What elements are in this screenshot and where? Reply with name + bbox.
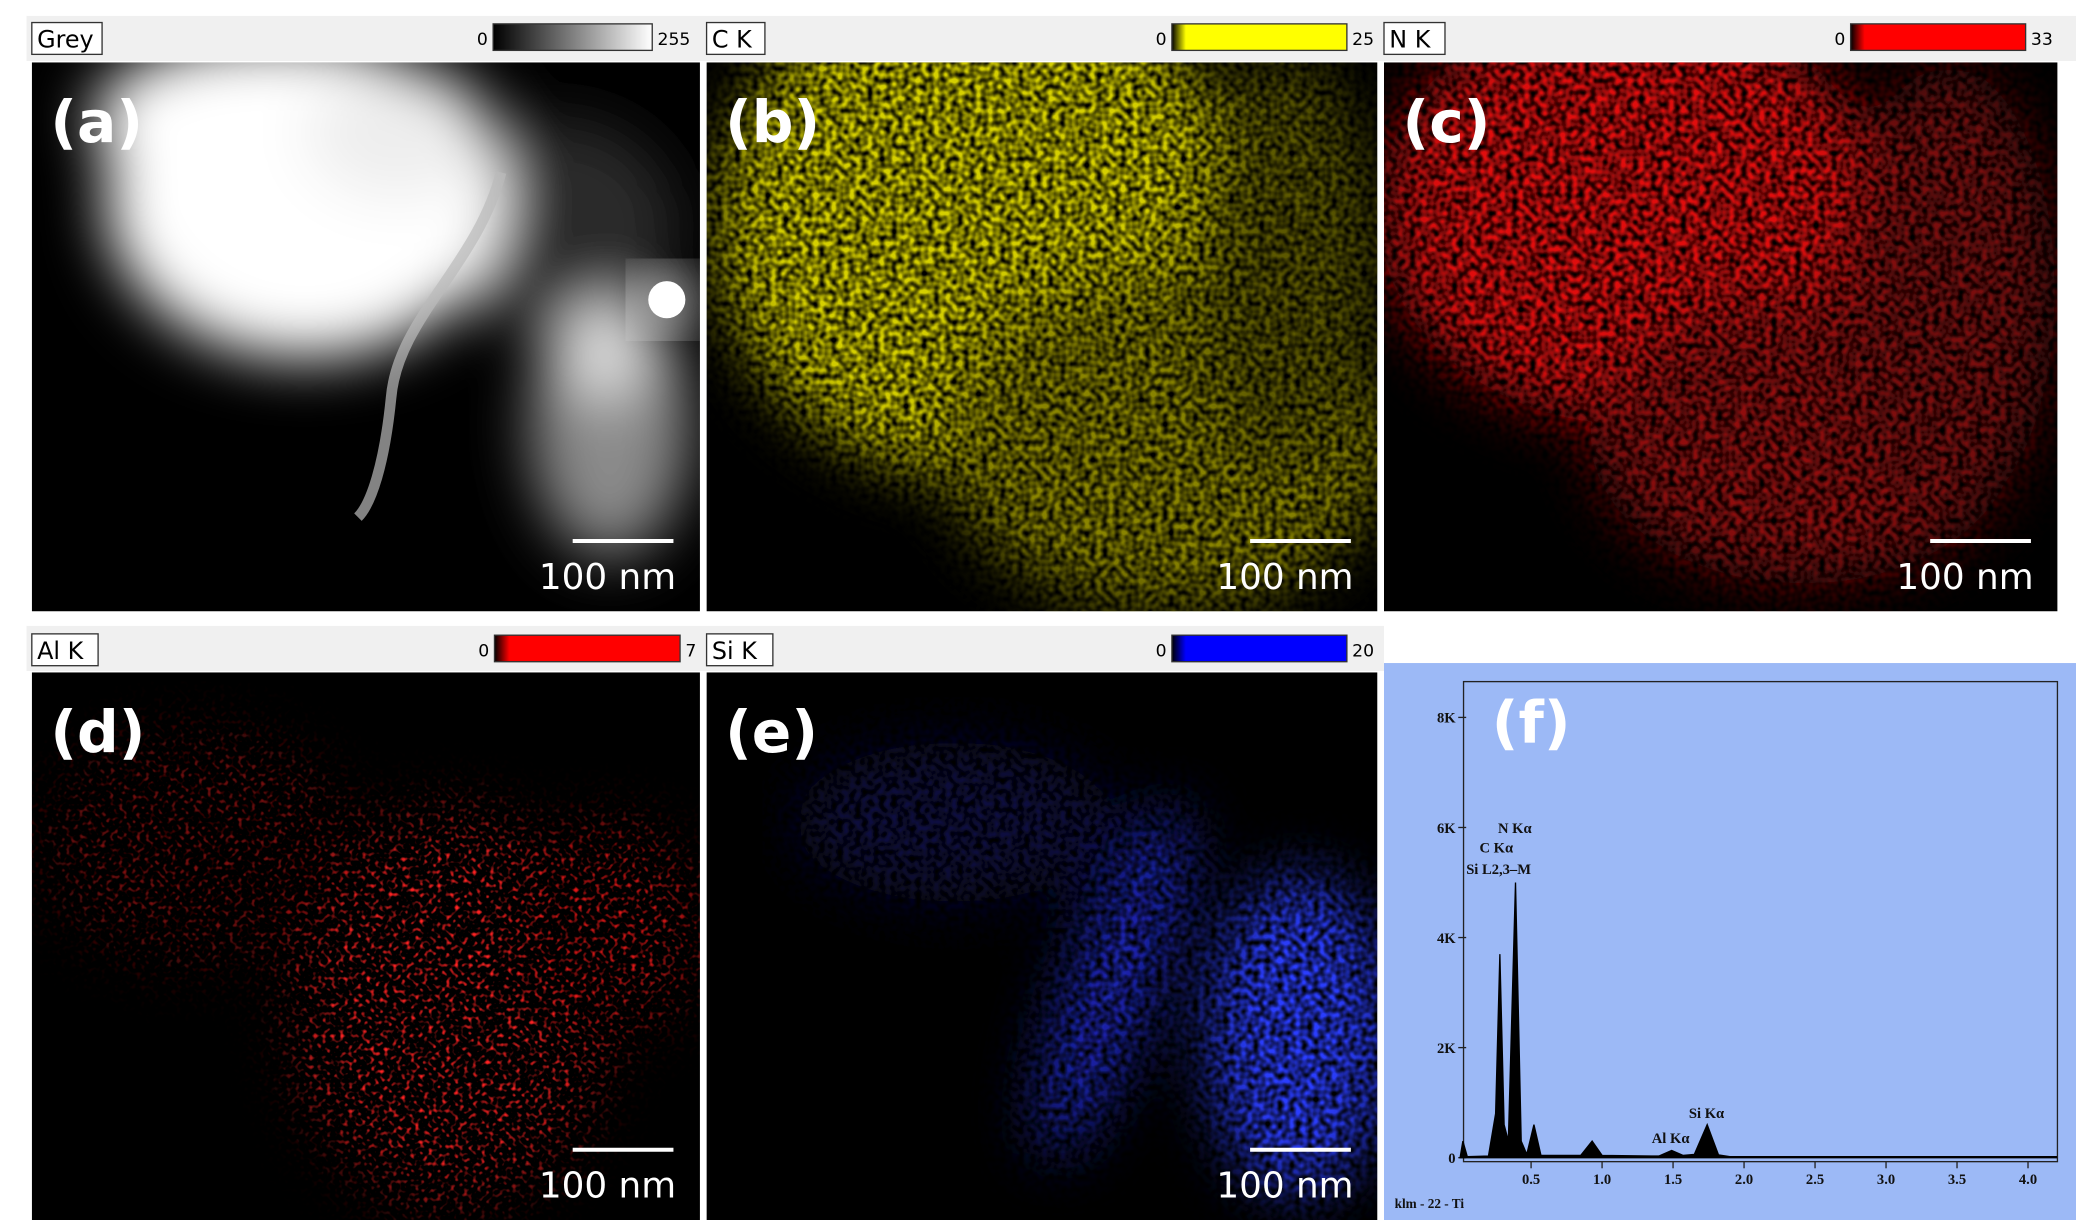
image-nitrogen bbox=[1384, 62, 2058, 612]
spectrum-footer: klm - 22 - Ti bbox=[1395, 1196, 1465, 1211]
colorbar bbox=[492, 23, 653, 52]
channel-name: N K bbox=[1389, 26, 1431, 54]
spectrum-panel bbox=[1384, 663, 2076, 1220]
colorbar-min: 0 bbox=[477, 30, 488, 50]
y-tick-label: 6K bbox=[1437, 821, 1456, 837]
peak-label: Si Kα bbox=[1689, 1106, 1724, 1122]
x-tick-label: 4.0 bbox=[2019, 1172, 2037, 1188]
colorbar-max: 25 bbox=[1352, 30, 1374, 50]
peak-label: Si L2,3–M bbox=[1466, 862, 1531, 878]
colorbar bbox=[1849, 23, 2027, 52]
x-tick-label: 2.5 bbox=[1806, 1172, 1824, 1188]
colorbar-min: 0 bbox=[1834, 30, 1845, 50]
plot-frame bbox=[1462, 680, 2059, 1163]
y-tick-label: 2K bbox=[1437, 1041, 1456, 1057]
x-tick-label: 1.0 bbox=[1593, 1172, 1611, 1188]
x-tick-label: 2.0 bbox=[1735, 1172, 1753, 1188]
peak-label: C Kα bbox=[1479, 841, 1513, 857]
header-tag bbox=[705, 633, 774, 667]
x-tick-label: 3.5 bbox=[1948, 1172, 1966, 1188]
image-silicon bbox=[706, 672, 1378, 1220]
colorbar bbox=[1171, 634, 1348, 663]
header-tag bbox=[1383, 21, 1446, 56]
x-tick-label: 1.5 bbox=[1664, 1172, 1682, 1188]
colorbar-min: 0 bbox=[1156, 30, 1167, 50]
colorbar-min: 0 bbox=[1156, 641, 1167, 661]
peak-label: Al Kα bbox=[1652, 1131, 1690, 1147]
header-tag bbox=[705, 21, 766, 56]
image-grey bbox=[31, 62, 700, 612]
panel-label: (c) bbox=[1403, 88, 1491, 156]
x-tick-label: 3.0 bbox=[1877, 1172, 1895, 1188]
header-strip bbox=[26, 625, 1384, 671]
scale-bar-label: 100 nm bbox=[1216, 1165, 1353, 1206]
colorbar bbox=[493, 634, 681, 663]
x-tick-label: 0.5 bbox=[1522, 1172, 1540, 1188]
colorbar-max: 33 bbox=[2031, 30, 2053, 50]
colorbar-max: 7 bbox=[685, 641, 696, 661]
peak-label: N Kα bbox=[1498, 821, 1532, 837]
header-strip bbox=[26, 15, 2076, 61]
spectrum-area bbox=[1459, 882, 2058, 1159]
channel-name: Al K bbox=[37, 637, 85, 665]
colorbar-max: 20 bbox=[1352, 641, 1374, 661]
panel-label: (f) bbox=[1492, 689, 1571, 757]
scale-bar-label: 100 nm bbox=[1896, 557, 2033, 598]
channel-name: Si K bbox=[712, 637, 758, 665]
panel-label: (b) bbox=[725, 88, 820, 156]
scale-bar-label: 100 nm bbox=[539, 557, 676, 598]
colorbar-min: 0 bbox=[478, 641, 489, 661]
panel-label: (a) bbox=[50, 88, 143, 156]
y-tick-label: 4K bbox=[1437, 931, 1456, 947]
scale-bar-label: 100 nm bbox=[1216, 557, 1353, 598]
colorbar-max: 255 bbox=[658, 30, 691, 50]
scale-bar-label: 100 nm bbox=[539, 1165, 676, 1206]
y-tick-label: 0 bbox=[1448, 1151, 1455, 1167]
channel-name: C K bbox=[712, 26, 753, 54]
image-aluminium bbox=[31, 672, 700, 1220]
panel-label: (d) bbox=[50, 698, 145, 766]
panel-label: (e) bbox=[725, 698, 818, 766]
header-tag bbox=[31, 21, 103, 56]
colorbar bbox=[1171, 23, 1348, 52]
image-carbon bbox=[706, 62, 1378, 612]
header-tag bbox=[31, 633, 99, 667]
y-tick-label: 8K bbox=[1437, 711, 1456, 727]
channel-name: Grey bbox=[37, 26, 94, 54]
